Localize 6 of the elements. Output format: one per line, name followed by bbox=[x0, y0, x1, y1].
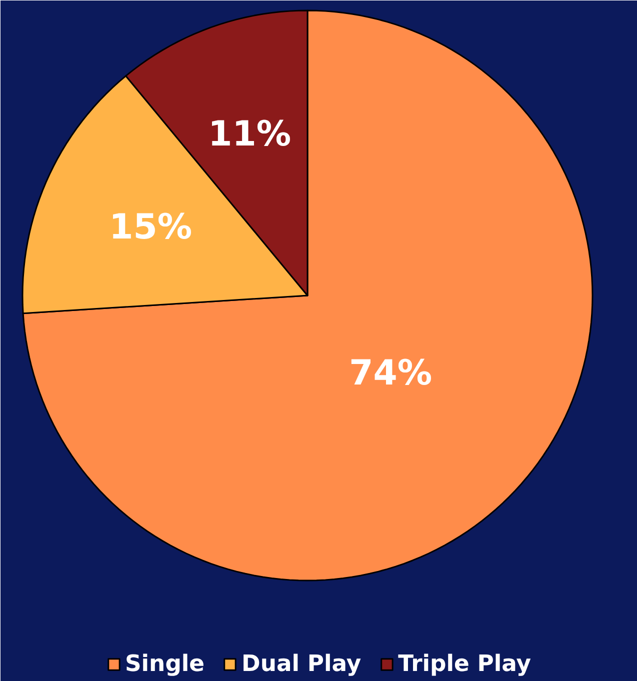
legend-label: Dual Play bbox=[242, 651, 362, 677]
data-label: 15% bbox=[109, 208, 192, 248]
legend-label: Single bbox=[124, 651, 205, 677]
data-label: 11% bbox=[208, 114, 292, 155]
legend-label: Triple Play bbox=[398, 651, 532, 677]
data-label: 74% bbox=[349, 354, 432, 394]
